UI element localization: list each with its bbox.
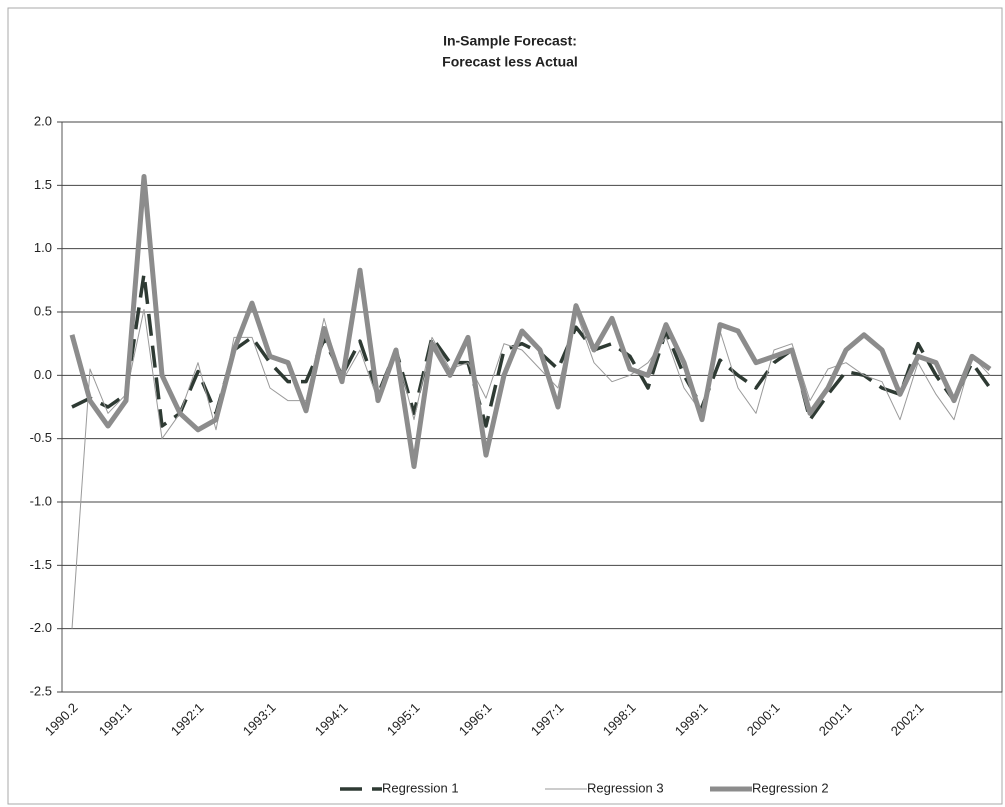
y-tick-label: -2.0 <box>30 620 52 635</box>
series-line <box>69 173 992 470</box>
y-tick-label: -1.5 <box>30 557 52 572</box>
x-tick-label: 1992:1 <box>168 700 207 739</box>
x-tick-label: 2002:1 <box>888 700 927 739</box>
x-tick-label: 1995:1 <box>384 700 423 739</box>
y-tick-label: -2.5 <box>30 683 52 698</box>
x-tick-label: 1991:1 <box>96 700 135 739</box>
y-tick-label: 1.5 <box>34 177 52 192</box>
legend-label: Regression 1 <box>382 780 459 795</box>
legend-label: Regression 3 <box>587 780 664 795</box>
x-tick-label: 1994:1 <box>312 700 351 739</box>
chart-title: In-Sample Forecast: <box>443 33 577 49</box>
x-tick-label: 1999:1 <box>672 700 711 739</box>
y-tick-label: -1.0 <box>30 493 52 508</box>
series-line <box>71 272 992 428</box>
y-tick-label: 2.0 <box>34 113 52 128</box>
series-line <box>71 308 991 629</box>
plot-area <box>61 121 1003 693</box>
x-tick-label: 1998:1 <box>600 700 639 739</box>
legend-label: Regression 2 <box>752 780 829 795</box>
x-tick-label: 1993:1 <box>240 700 279 739</box>
x-tick-label: 1990.2 <box>42 700 81 739</box>
chart-subtitle: Forecast less Actual <box>442 54 578 70</box>
x-tick-label: 1996:1 <box>456 700 495 739</box>
x-tick-label: 2001:1 <box>816 700 855 739</box>
x-tick-label: 2000:1 <box>744 700 783 739</box>
y-tick-label: 0.5 <box>34 303 52 318</box>
x-tick-label: 1997:1 <box>528 700 567 739</box>
y-tick-label: -0.5 <box>30 430 52 445</box>
y-tick-label: 1.0 <box>34 240 52 255</box>
y-tick-label: 0.0 <box>34 367 52 382</box>
